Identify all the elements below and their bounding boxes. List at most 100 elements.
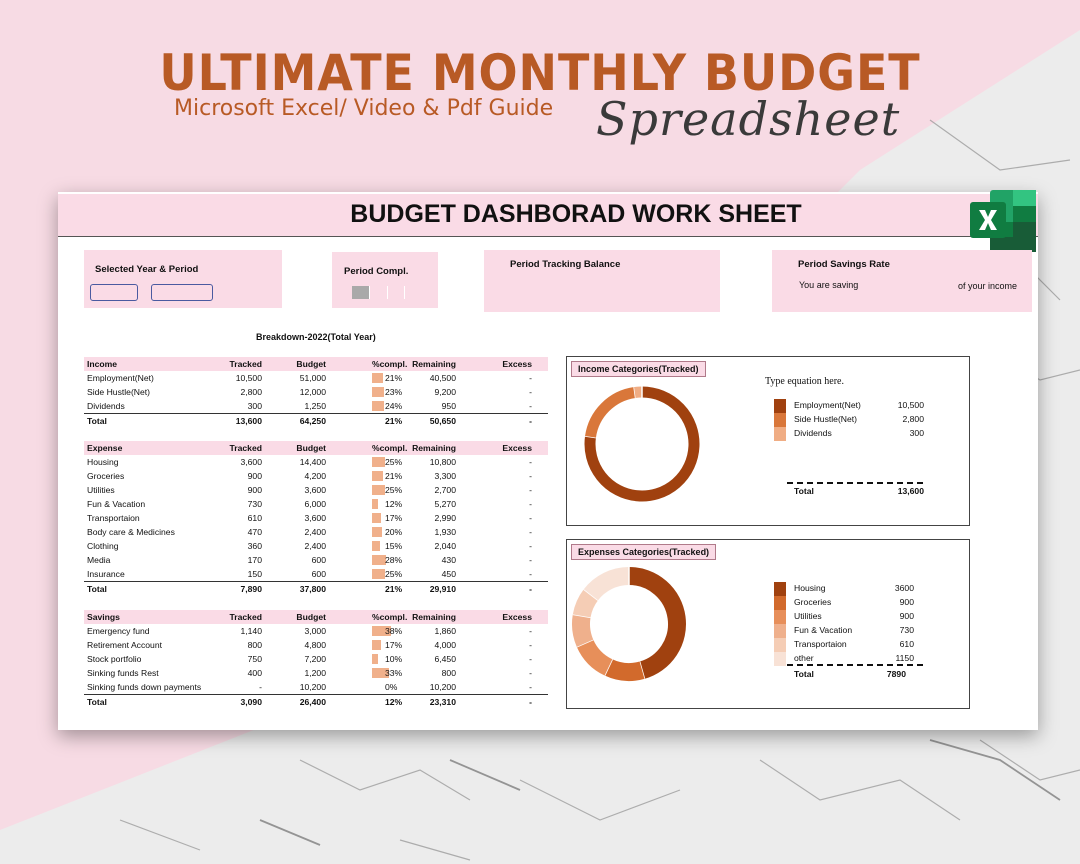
pct-cell: 12% xyxy=(385,499,403,509)
completion-progress-fill xyxy=(352,286,370,299)
column-header: Budget xyxy=(296,612,326,622)
tracked-cell: - xyxy=(259,682,262,692)
remaining-cell: 9,200 xyxy=(434,387,456,397)
remaining-cell: 800 xyxy=(441,668,456,678)
progress-bar xyxy=(372,668,389,678)
pct-cell: 0% xyxy=(385,682,398,692)
section-name: Income xyxy=(87,359,118,369)
income-total-label: Total xyxy=(794,486,814,496)
table-row: Side Hustle(Net) 2,800 12,000 23% 9,200 - xyxy=(84,385,548,399)
row-name: Dividends xyxy=(87,401,125,411)
row-name: Body care & Medicines xyxy=(87,527,175,537)
income-table: Income Tracked Budget %compl. Remaining Exces… xyxy=(84,357,548,428)
row-name: Sinking funds down payments xyxy=(87,682,202,692)
expense-chart-title: Expenses Categories(Tracked) xyxy=(571,544,717,560)
excess-cell: - xyxy=(529,555,532,565)
period-card-label: Selected Year & Period xyxy=(95,264,199,275)
progress-bar xyxy=(372,626,391,636)
table-row: Media 170 600 28% 430 - xyxy=(84,553,548,567)
completion-card-label: Period Compl. xyxy=(344,266,409,277)
pct-cell: 17% xyxy=(385,640,403,650)
income-total-value: 13,600 xyxy=(897,486,924,496)
excess-cell: - xyxy=(529,471,532,481)
year-select[interactable] xyxy=(90,284,138,301)
tracked-cell: 610 xyxy=(247,513,262,523)
column-header: Budget xyxy=(296,443,326,453)
table-row: Clothing 360 2,400 15% 2,040 - xyxy=(84,539,548,553)
budget-cell: 64,250 xyxy=(299,416,326,426)
excess-cell: - xyxy=(529,416,532,426)
table-row: Groceries 900 4,200 21% 3,300 - xyxy=(84,469,548,483)
row-name: Insurance xyxy=(87,569,125,579)
legend-item: Groceries 900 xyxy=(774,595,914,610)
completion-progress-bar xyxy=(352,286,422,299)
remaining-cell: 2,040 xyxy=(434,541,456,551)
legend-item: Side Hustle(Net) 2,800 xyxy=(774,412,924,427)
promo-subline: Microsoft Excel/ Video & Pdf Guide xyxy=(174,96,554,121)
row-name: Emergency fund xyxy=(87,626,150,636)
tracked-cell: 470 xyxy=(247,527,262,537)
pct-cell: 23% xyxy=(385,387,403,397)
legend-value: 1150 xyxy=(895,653,914,663)
legend-swatch xyxy=(774,582,786,596)
remaining-cell: 10,200 xyxy=(429,682,456,692)
expense-legend: Housing 3600 Groceries 900 Utilities 900 Fun &… xyxy=(774,581,914,666)
budget-cell: 1,200 xyxy=(304,668,326,678)
remaining-cell: 10,800 xyxy=(429,457,456,467)
table-row: Retirement Account 800 4,800 17% 4,000 - xyxy=(84,638,548,652)
tracked-cell: 800 xyxy=(247,640,262,650)
column-header: Tracked xyxy=(229,359,263,369)
legend-item: Fun & Vacation 730 xyxy=(774,623,914,638)
excess-cell: - xyxy=(529,541,532,551)
pct-cell: 28% xyxy=(385,555,403,565)
column-header: Budget xyxy=(296,359,326,369)
tracked-cell: 3,600 xyxy=(240,457,262,467)
remaining-cell: 50,650 xyxy=(429,416,456,426)
tracked-cell: 360 xyxy=(247,541,262,551)
table-row: Stock portfolio 750 7,200 10% 6,450 - xyxy=(84,652,548,666)
row-name: Housing xyxy=(87,457,119,467)
donut-slice xyxy=(604,659,645,681)
table-row: Sinking funds Rest 400 1,200 33% 800 - xyxy=(84,666,548,680)
progress-bar xyxy=(372,387,384,397)
legend-swatch xyxy=(774,638,786,652)
pct-cell: 10% xyxy=(385,654,403,664)
expense-chart-panel: Expenses Categories(Tracked) Housing 3600… xyxy=(566,539,970,709)
tracked-cell: 2,800 xyxy=(240,387,262,397)
progress-bar xyxy=(372,471,383,481)
legend-label: Housing xyxy=(794,583,826,593)
legend-label: other xyxy=(794,653,814,663)
expense-donut-chart xyxy=(572,567,686,681)
row-name: Stock portfolio xyxy=(87,654,142,664)
table-row: Fun & Vacation 730 6,000 12% 5,270 - xyxy=(84,497,548,511)
expense-legend-divider xyxy=(787,664,923,666)
expense-legend-total: Total 7890 xyxy=(774,667,906,681)
savings-text-left: You are saving xyxy=(799,280,859,290)
pct-cell: 25% xyxy=(385,457,403,467)
pct-cell: 33% xyxy=(385,668,403,678)
savings-card-label: Period Savings Rate xyxy=(798,259,890,270)
budget-sheet: BUDGET DASHBORAD WORK SHEET Selected Yea… xyxy=(58,190,1038,730)
legend-swatch xyxy=(774,652,786,666)
pct-cell: 15% xyxy=(385,541,403,551)
excess-cell: - xyxy=(529,457,532,467)
legend-swatch xyxy=(774,596,786,610)
table-row: Transportaion 610 3,600 17% 2,990 - xyxy=(84,511,548,525)
row-name: Side Hustle(Net) xyxy=(87,387,151,397)
legend-swatch xyxy=(774,427,786,441)
table-total-row: Total 3,090 26,400 12% 23,310 - xyxy=(84,694,548,709)
remaining-cell: 3,300 xyxy=(434,471,456,481)
excess-cell: - xyxy=(529,682,532,692)
balance-card: Period Tracking Balance xyxy=(484,250,720,312)
progress-bar xyxy=(372,499,378,509)
budget-cell: 3,000 xyxy=(304,626,326,636)
period-select[interactable] xyxy=(151,284,213,301)
budget-cell: 6,000 xyxy=(304,499,326,509)
remaining-cell: 40,500 xyxy=(429,373,456,383)
equation-placeholder[interactable]: Type equation here. xyxy=(765,376,844,387)
remaining-cell: 2,700 xyxy=(434,485,456,495)
pct-cell: 21% xyxy=(385,373,403,383)
budget-cell: 600 xyxy=(311,569,326,579)
remaining-cell: 1,860 xyxy=(434,626,456,636)
excess-cell: - xyxy=(529,373,532,383)
